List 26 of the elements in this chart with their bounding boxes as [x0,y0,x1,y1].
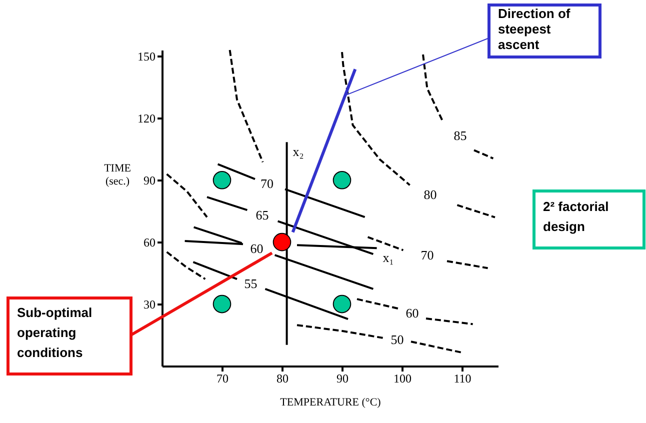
series-label: 60 [250,241,264,256]
y-tick-label: 60 [144,236,156,250]
x-tick-label: 80 [276,372,288,386]
series-label: 65 [256,208,269,223]
x-tick-label: 70 [216,372,228,386]
series-label: 50 [390,332,404,347]
y-tick-label: 30 [144,298,156,312]
series-label: 70 [260,176,274,192]
y-tick-label: 90 [144,174,156,188]
series-label: 55 [244,276,258,292]
x-tick-label: 90 [336,372,348,386]
x-tick-label: 110 [454,372,472,386]
y-tick-label: 150 [138,50,156,64]
y-axis-title: TIME (sec.) [104,162,132,188]
series-label: x₂ [292,144,304,160]
series-label: 80 [424,187,437,202]
series-label: 70 [420,248,434,263]
annotation: Direction of steepest ascent [498,6,571,52]
y-tick-label: 120 [138,112,156,126]
text: Sub-optimal operating conditions [17,305,92,360]
x-axis-title: TEMPERATURE (°C) [280,396,382,408]
series-label: 85 [454,128,467,143]
series-label: x₁ [382,250,394,266]
x-tick-label: 100 [394,372,412,386]
series-label: 60 [406,306,419,321]
text: 2² factorial design [543,199,609,234]
